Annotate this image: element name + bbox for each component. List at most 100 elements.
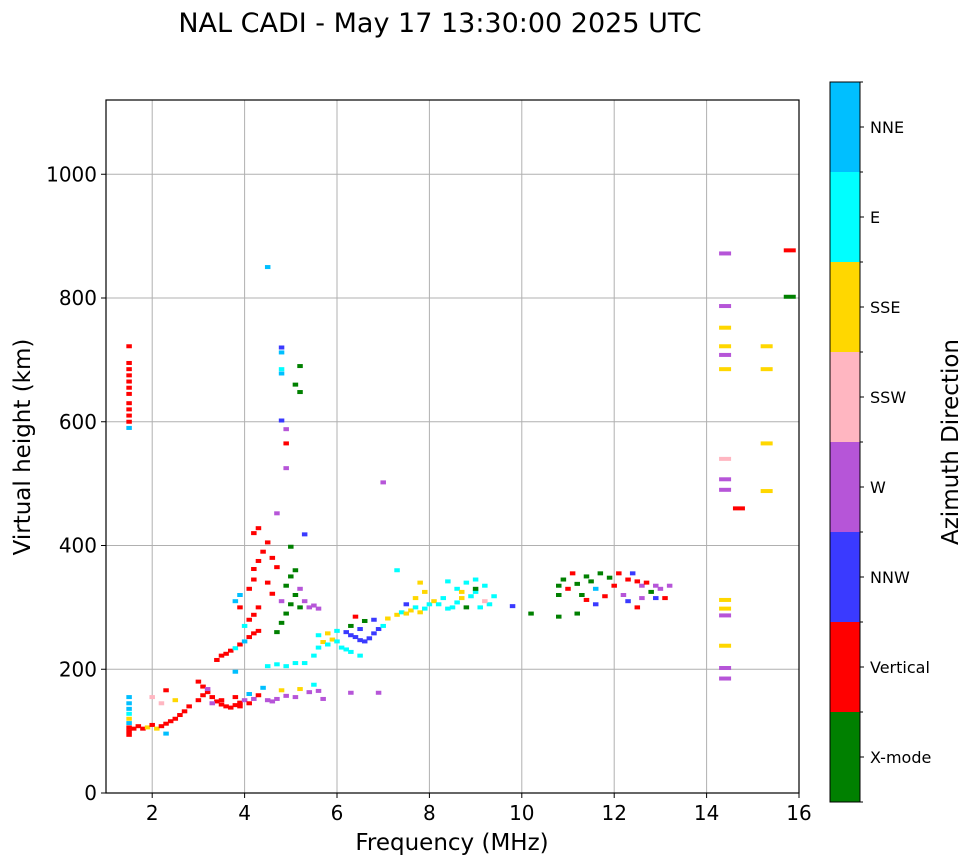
data-point (297, 364, 303, 369)
data-point (126, 385, 132, 390)
data-point (264, 580, 271, 585)
data-point (375, 627, 382, 632)
data-point (320, 696, 326, 701)
data-point (255, 526, 262, 531)
y-tick-label: 200 (59, 657, 97, 681)
data-point (232, 646, 239, 651)
data-point (445, 579, 451, 584)
data-point (509, 604, 516, 609)
data-point (657, 586, 664, 591)
data-point (218, 653, 225, 658)
data-point (246, 635, 252, 640)
data-point (719, 344, 732, 349)
colorbar-segment (830, 622, 860, 712)
data-point (431, 599, 437, 604)
data-point (403, 611, 410, 616)
data-point (719, 304, 732, 309)
data-point (283, 693, 289, 698)
data-point (616, 571, 622, 576)
data-point (569, 571, 576, 576)
data-point (380, 480, 386, 485)
data-point (163, 688, 169, 693)
data-point (528, 611, 534, 616)
data-point (371, 631, 377, 636)
data-point (348, 633, 354, 638)
x-tick-label: 10 (509, 801, 534, 825)
data-point (592, 586, 599, 591)
data-point (306, 605, 313, 610)
data-point (264, 540, 271, 545)
data-point (719, 352, 732, 357)
data-point (264, 265, 271, 270)
data-point (477, 605, 483, 610)
data-point (274, 630, 280, 635)
data-point (357, 653, 363, 658)
data-point (445, 606, 451, 611)
colorbar-frame (829, 81, 861, 803)
data-point (283, 441, 289, 446)
data-point (486, 602, 493, 607)
data-point (334, 628, 340, 633)
data-point (629, 571, 636, 576)
data-point (338, 645, 345, 650)
data-point (352, 614, 359, 619)
data-point (625, 599, 631, 604)
data-point (357, 627, 363, 632)
data-point (311, 682, 317, 687)
data-point (278, 599, 285, 604)
data-point (732, 506, 745, 511)
data-point (556, 614, 562, 619)
data-point (167, 719, 174, 724)
data-point (278, 418, 285, 423)
data-point (366, 636, 373, 641)
data-point (274, 696, 280, 701)
data-point (583, 597, 590, 602)
data-point (126, 721, 132, 726)
data-point (172, 716, 179, 721)
data-point (472, 589, 479, 594)
data-point (126, 732, 132, 737)
x-tick-label: 8 (423, 801, 436, 825)
data-point (237, 704, 243, 709)
colorbar-tick-label: E (870, 208, 880, 227)
data-point (154, 726, 160, 731)
data-point (292, 382, 299, 387)
data-point (288, 574, 294, 579)
data-point (126, 344, 132, 349)
data-point (126, 367, 132, 372)
data-point (126, 729, 132, 734)
data-point (223, 651, 229, 656)
data-point (255, 558, 262, 563)
data-point (241, 623, 248, 628)
data-point (625, 577, 631, 582)
data-point (274, 662, 280, 667)
data-point (274, 511, 280, 516)
chart-title: NAL CADI - May 17 13:30:00 2025 UTC (178, 8, 701, 39)
x-tick-label: 12 (601, 801, 626, 825)
data-point (472, 577, 479, 582)
data-point (375, 690, 382, 695)
data-point (662, 596, 668, 601)
colorbar-tick-label: NNE (870, 118, 904, 137)
data-point (760, 367, 773, 372)
data-point (163, 721, 169, 726)
data-point (648, 589, 654, 594)
data-point (126, 725, 132, 730)
colorbar-tick-label: W (870, 478, 886, 497)
data-point (255, 628, 262, 633)
data-point (181, 709, 188, 714)
data-point (283, 611, 289, 616)
data-point (288, 544, 294, 549)
y-tick-label: 1000 (46, 162, 97, 186)
grid (106, 100, 800, 794)
data-point (315, 633, 322, 638)
data-point (251, 631, 257, 636)
data-point (435, 602, 442, 607)
data-point (126, 706, 132, 711)
data-point (223, 704, 229, 709)
data-point (417, 580, 423, 585)
x-axis-label: Frequency (MHz) (355, 830, 548, 856)
x-axis: 2 4 6 8 10 12 14 16 (146, 793, 812, 825)
data-point (172, 698, 179, 703)
data-point (209, 695, 216, 700)
